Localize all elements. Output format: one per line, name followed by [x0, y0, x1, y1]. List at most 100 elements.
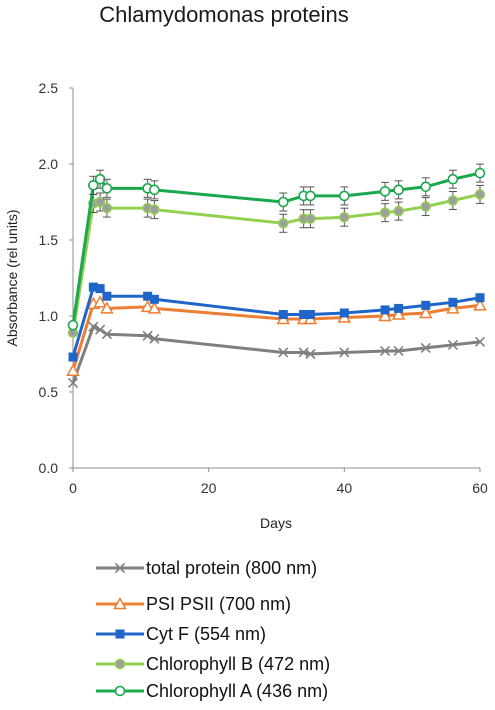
- data-point-open-circle-marker: [67, 319, 79, 331]
- x-tick-label: 40: [337, 480, 353, 496]
- data-point-open-circle-marker: [420, 181, 432, 193]
- y-tick-label: 2.0: [39, 156, 59, 172]
- data-point-open-circle-marker: [339, 190, 350, 202]
- data-point-x-marker: [339, 347, 350, 358]
- data-point-filled-circle-marker: [94, 196, 106, 208]
- data-point-x-marker: [67, 377, 79, 388]
- data-point-x-marker: [420, 342, 431, 353]
- series-group: [67, 321, 486, 388]
- data-point-triangle-marker: [446, 301, 460, 314]
- legend-label: Cyt F (554 nm): [146, 624, 266, 644]
- data-point-triangle-marker: [100, 301, 114, 314]
- data-point-triangle-marker: [473, 298, 487, 311]
- data-point-filled-circle-marker: [420, 201, 431, 212]
- legend: total protein (800 nm) PSI PSII (700 nm) C…: [96, 558, 330, 701]
- data-point-filled-circle-marker: [101, 202, 113, 214]
- data-point-open-circle-marker: [88, 179, 99, 191]
- data-point-square-marker: [68, 352, 78, 362]
- data-point-open-circle-marker: [149, 184, 160, 196]
- data-point-square-marker: [278, 309, 288, 319]
- data-point-filled-circle-marker: [474, 189, 486, 200]
- data-point-x-marker: [114, 562, 126, 574]
- legend-item: PSI PSII (700 nm): [96, 594, 291, 614]
- data-point-square-marker: [88, 282, 98, 292]
- series-line: [71, 285, 481, 358]
- legend-item: Chlorophyll A (436 nm): [96, 681, 328, 701]
- data-point-open-circle-marker: [305, 190, 316, 202]
- data-point-x-marker: [278, 347, 289, 358]
- y-tick-label: 2.5: [39, 80, 59, 96]
- data-point-x-marker: [447, 339, 458, 350]
- data-point-square-marker: [299, 309, 309, 319]
- data-point-triangle-marker: [93, 295, 107, 308]
- data-point-x-marker: [101, 329, 112, 340]
- data-point-square-marker: [475, 293, 485, 303]
- data-point-filled-circle-marker: [379, 207, 391, 218]
- legend-item: total protein (800 nm): [96, 558, 317, 578]
- data-point-filled-circle-marker: [305, 213, 316, 224]
- data-point-open-circle-marker: [474, 167, 486, 179]
- legend-label: PSI PSII (700 nm): [146, 594, 291, 614]
- series-group: [68, 282, 485, 362]
- legend-label: total protein (800 nm): [146, 558, 317, 578]
- x-axis: 0 20 40 60: [69, 467, 488, 496]
- data-point-x-marker: [149, 333, 160, 344]
- data-point-open-circle-marker: [393, 184, 404, 196]
- legend-label: Chlorophyll B (472 nm): [146, 654, 330, 674]
- data-point-open-circle-marker: [379, 186, 391, 197]
- data-point-square-marker: [448, 297, 458, 307]
- data-point-open-circle-marker: [447, 173, 459, 185]
- data-point-square-marker: [95, 284, 105, 294]
- y-tick-label: 0.0: [39, 460, 59, 476]
- data-point-x-marker: [379, 345, 391, 357]
- plot-area: [66, 163, 487, 388]
- data-point-triangle-marker: [378, 308, 392, 322]
- data-point-square-marker: [421, 300, 431, 310]
- data-point-filled-circle-marker: [149, 204, 160, 215]
- series-line: [71, 325, 481, 384]
- y-tick-label: 1.5: [39, 232, 59, 248]
- data-point-square-marker: [115, 629, 125, 639]
- data-point-square-marker: [143, 291, 153, 301]
- data-point-triangle-marker: [391, 307, 406, 320]
- legend-label: Chlorophyll A (436 nm): [146, 681, 328, 701]
- data-point-x-marker: [305, 348, 316, 360]
- data-point-filled-circle-marker: [278, 218, 289, 229]
- data-point-x-marker: [474, 336, 486, 347]
- legend-item: Cyt F (554 nm): [96, 624, 266, 644]
- x-axis-title: Days: [260, 515, 292, 531]
- data-point-square-marker: [102, 291, 112, 301]
- y-tick-label: 1.0: [39, 308, 59, 324]
- data-point-filled-circle-marker: [339, 211, 350, 223]
- data-point-square-marker: [149, 294, 159, 304]
- data-point-open-circle-marker: [277, 196, 289, 208]
- data-point-square-marker: [305, 309, 315, 319]
- y-axis: 0.0 0.5 1.0 1.5 2.0 2.5: [39, 80, 74, 476]
- data-point-x-marker: [95, 324, 106, 335]
- series-line: [71, 171, 481, 326]
- data-point-triangle-marker: [113, 596, 127, 610]
- data-point-open-circle-marker: [101, 183, 113, 194]
- data-point-filled-circle-marker: [447, 195, 459, 206]
- data-point-filled-circle-marker: [114, 658, 126, 670]
- x-tick-label: 0: [69, 480, 77, 496]
- x-tick-label: 60: [472, 480, 488, 496]
- data-point-square-marker: [339, 308, 349, 318]
- x-tick-label: 20: [201, 480, 217, 496]
- data-point-x-marker: [142, 330, 153, 341]
- data-point-triangle-marker: [147, 301, 162, 314]
- data-point-triangle-marker: [66, 363, 80, 376]
- data-point-triangle-marker: [418, 305, 433, 319]
- legend-item: Chlorophyll B (472 nm): [96, 654, 330, 674]
- y-axis-title: Absorbance (rel units): [4, 210, 20, 347]
- data-point-x-marker: [393, 345, 404, 357]
- data-point-x-marker: [88, 321, 99, 332]
- series-group: [67, 184, 486, 338]
- data-point-square-marker: [394, 303, 404, 313]
- series-group: [67, 163, 486, 331]
- y-tick-label: 0.5: [39, 384, 59, 400]
- chart-title: Chlamydomonas proteins: [99, 2, 348, 27]
- data-point-open-circle-marker: [114, 685, 126, 697]
- data-point-square-marker: [380, 305, 390, 315]
